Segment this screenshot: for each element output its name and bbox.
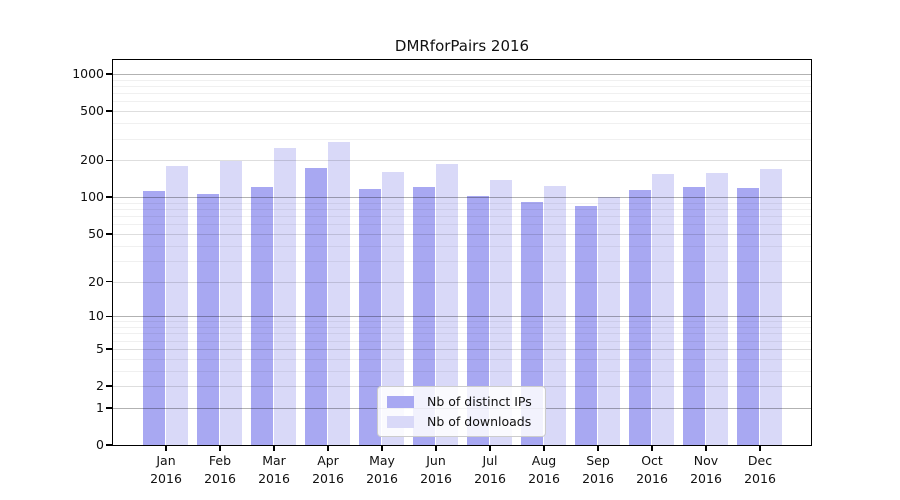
bar-downloads-aug	[544, 185, 566, 445]
x-tick-jul	[489, 445, 491, 451]
legend-item-distinct-ips: Nb of distinct IPs	[387, 394, 532, 409]
bar-distinct-ips-jul	[467, 196, 489, 445]
x-tick-oct	[651, 445, 653, 451]
bar-downloads-oct	[652, 173, 674, 445]
bar-distinct-ips-oct	[629, 189, 651, 445]
bar-distinct-ips-feb	[197, 193, 219, 445]
x-tick-jun	[435, 445, 437, 451]
y-tick-1000	[106, 73, 112, 75]
bars-layer	[113, 60, 811, 445]
x-tick-jan	[165, 445, 167, 451]
legend: Nb of distinct IPs Nb of downloads	[377, 386, 546, 437]
legend-label-distinct-ips: Nb of distinct IPs	[427, 394, 532, 409]
y-tick-label-5: 5	[96, 340, 104, 356]
y-tick-label-1: 1	[96, 399, 104, 415]
bar-distinct-ips-may	[359, 188, 381, 445]
y-tick-label-2: 2	[96, 378, 104, 394]
x-tick-label-dec: Dec 2016	[744, 453, 776, 486]
bar-distinct-ips-aug	[521, 202, 543, 445]
x-tick-feb	[219, 445, 221, 451]
x-tick-apr	[327, 445, 329, 451]
bar-downloads-may	[382, 171, 404, 445]
bar-downloads-nov	[706, 172, 728, 445]
y-tick-5	[106, 348, 112, 350]
y-tick-label-10: 10	[88, 308, 104, 324]
bar-distinct-ips-mar	[251, 187, 273, 445]
y-tick-label-100: 100	[80, 189, 104, 205]
bar-distinct-ips-apr	[305, 168, 327, 445]
x-tick-label-jul: Jul 2016	[474, 453, 506, 486]
bar-distinct-ips-sep	[575, 205, 597, 445]
bar-distinct-ips-nov	[683, 187, 705, 445]
chart-title: DMRforPairs 2016	[394, 37, 530, 55]
y-tick-label-500: 500	[80, 103, 104, 119]
x-tick-label-apr: Apr 2016	[312, 453, 344, 486]
legend-swatch-downloads	[387, 415, 414, 428]
y-tick-500	[106, 110, 112, 112]
x-tick-label-oct: Oct 2016	[636, 453, 668, 486]
y-tick-0	[106, 444, 112, 446]
y-tick-label-20: 20	[88, 273, 104, 289]
x-tick-dec	[759, 445, 761, 451]
y-tick-100	[106, 196, 112, 198]
x-tick-aug	[543, 445, 545, 451]
x-tick-label-jun: Jun 2016	[420, 453, 452, 486]
x-tick-nov	[705, 445, 707, 451]
y-tick-label-50: 50	[88, 225, 104, 241]
y-tick-2	[106, 385, 112, 387]
bar-downloads-feb	[220, 161, 242, 445]
y-tick-label-1000: 1000	[72, 66, 104, 82]
bar-distinct-ips-dec	[737, 187, 759, 445]
y-tick-20	[106, 280, 112, 283]
bar-distinct-ips-jun	[413, 187, 435, 445]
bar-downloads-sep	[598, 197, 620, 445]
bar-distinct-ips-jan	[143, 191, 165, 445]
legend-swatch-distinct-ips	[387, 395, 414, 408]
bar-downloads-apr	[328, 142, 350, 445]
x-tick-label-aug: Aug 2016	[528, 453, 560, 486]
plot-area: Nb of distinct IPs Nb of downloads	[112, 59, 812, 446]
y-tick-50	[106, 233, 112, 235]
x-tick-mar	[273, 445, 275, 451]
x-tick-label-sep: Sep 2016	[582, 453, 614, 486]
bar-downloads-jan	[166, 165, 188, 445]
x-tick-label-mar: Mar 2016	[258, 453, 290, 486]
y-tick-10	[106, 315, 112, 317]
y-tick-label-0: 0	[96, 437, 104, 452]
legend-label-downloads: Nb of downloads	[427, 414, 532, 429]
bar-downloads-dec	[760, 168, 782, 445]
x-tick-label-jan: Jan 2016	[150, 453, 182, 486]
x-tick-label-may: May 2016	[366, 453, 398, 486]
y-tick-1	[106, 407, 112, 409]
x-tick-sep	[597, 445, 599, 451]
legend-item-downloads: Nb of downloads	[387, 414, 532, 429]
x-tick-may	[381, 445, 383, 451]
x-tick-label-feb: Feb 2016	[204, 453, 236, 486]
bar-downloads-jul	[490, 180, 512, 445]
y-tick-200	[106, 159, 112, 162]
bar-downloads-jun	[436, 163, 458, 445]
x-tick-label-nov: Nov 2016	[690, 453, 722, 486]
bar-downloads-mar	[274, 148, 296, 445]
y-tick-label-200: 200	[80, 152, 104, 168]
